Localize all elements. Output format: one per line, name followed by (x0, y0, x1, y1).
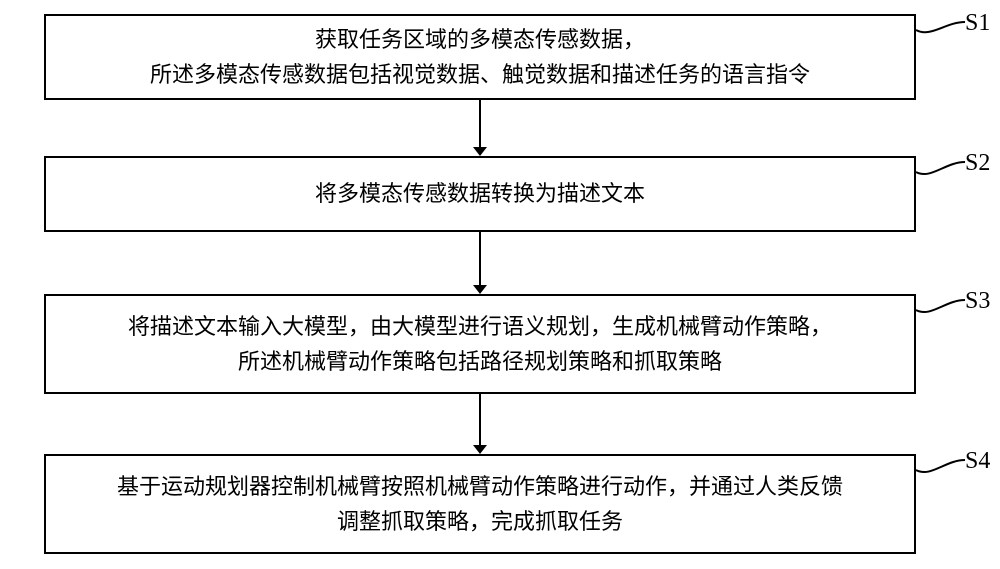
step-text-line: 将描述文本输入大模型，由大模型进行语义规划，生成机械臂动作策略， (128, 309, 832, 344)
step-text-line: 调整抓取策略，完成抓取任务 (337, 504, 623, 539)
flow-arrow-2 (471, 232, 489, 294)
step-label-s1: S1 (965, 10, 990, 37)
step-box-s1: 获取任务区域的多模态传感数据，所述多模态传感数据包括视觉数据、触觉数据和描述任务… (44, 14, 916, 100)
step-label-s2: S2 (965, 150, 990, 177)
step-box-s2: 将多模态传感数据转换为描述文本 (44, 156, 916, 232)
step-text-line: 基于运动规划器控制机械臂按照机械臂动作策略进行动作，并通过人类反馈 (117, 469, 843, 504)
flowchart-canvas: 获取任务区域的多模态传感数据，所述多模态传感数据包括视觉数据、触觉数据和描述任务… (0, 0, 1000, 569)
step-label-s4: S4 (965, 448, 990, 475)
callout-s2 (912, 158, 969, 186)
flow-arrow-3 (471, 394, 489, 454)
step-box-s3: 将描述文本输入大模型，由大模型进行语义规划，生成机械臂动作策略，所述机械臂动作策… (44, 294, 916, 394)
step-label-s3: S3 (965, 288, 990, 315)
flow-arrow-1 (471, 100, 489, 156)
step-text-line: 所述多模态传感数据包括视觉数据、触觉数据和描述任务的语言指令 (150, 57, 810, 92)
step-text-line: 获取任务区域的多模态传感数据， (315, 22, 645, 57)
callout-s4 (912, 456, 969, 484)
step-text-line: 所述机械臂动作策略包括路径规划策略和抓取策略 (238, 344, 722, 379)
callout-s3 (912, 296, 969, 324)
callout-s1 (912, 18, 969, 44)
step-box-s4: 基于运动规划器控制机械臂按照机械臂动作策略进行动作，并通过人类反馈调整抓取策略，… (44, 454, 916, 554)
step-text-line: 将多模态传感数据转换为描述文本 (315, 176, 645, 211)
